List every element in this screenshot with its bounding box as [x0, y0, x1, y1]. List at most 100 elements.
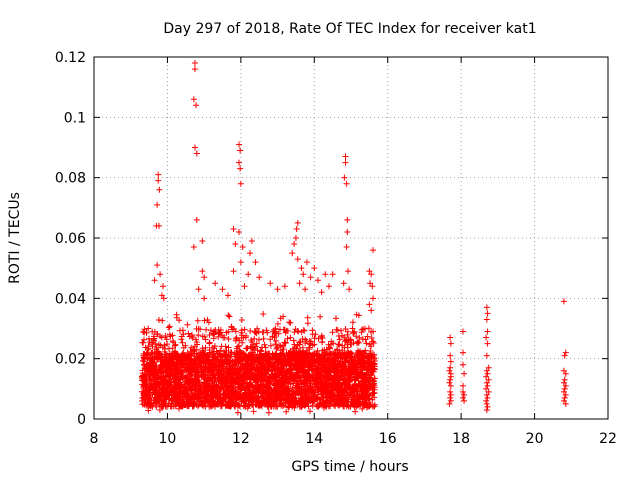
data-point	[560, 379, 567, 386]
data-point	[292, 235, 299, 241]
data-points	[138, 60, 569, 416]
data-point	[368, 271, 375, 278]
data-point	[459, 394, 466, 401]
data-point	[484, 382, 491, 389]
data-point	[560, 397, 567, 404]
data-point	[322, 271, 329, 278]
data-point	[190, 96, 197, 103]
data-point	[485, 364, 492, 371]
data-point	[483, 379, 490, 386]
data-point	[446, 379, 453, 386]
data-point	[267, 280, 274, 287]
data-point	[447, 358, 454, 365]
data-point	[483, 352, 490, 359]
data-point	[237, 180, 244, 187]
data-point	[484, 394, 491, 401]
x-tick-label: 8	[90, 431, 99, 447]
data-point	[195, 286, 202, 293]
data-point	[293, 225, 300, 232]
data-point	[369, 283, 376, 290]
data-point	[562, 382, 569, 389]
grid-lines	[94, 57, 608, 419]
data-point	[485, 376, 492, 383]
data-point	[483, 397, 490, 404]
data-point	[158, 292, 165, 299]
data-point	[446, 367, 453, 374]
data-point	[459, 361, 466, 368]
axis-ticks: 8 10 12 14 16 18 20 22 0 0.02 0.04 0.06 0.08 0.1 0.12	[55, 50, 617, 447]
data-point	[236, 159, 243, 166]
data-point	[296, 280, 303, 287]
data-point	[447, 388, 454, 395]
data-point	[561, 385, 568, 392]
data-point	[562, 370, 569, 377]
data-point	[342, 159, 349, 166]
chart-title: Day 297 of 2018, Rate Of TEC Index for r…	[163, 21, 536, 37]
data-point	[156, 186, 163, 193]
y-tick-label: 0.06	[55, 231, 86, 247]
data-point	[484, 310, 491, 317]
x-tick-label: 18	[452, 431, 470, 447]
data-point	[562, 391, 569, 398]
y-tick-label: 0.1	[64, 110, 86, 126]
data-point	[190, 244, 197, 251]
data-point	[225, 292, 232, 299]
data-point	[485, 388, 492, 395]
data-point	[289, 250, 296, 257]
data-point	[461, 370, 468, 377]
data-point	[291, 241, 298, 248]
data-point	[446, 400, 453, 407]
data-point	[560, 388, 567, 395]
data-point	[562, 400, 569, 407]
data-point	[199, 238, 206, 245]
data-point	[484, 328, 491, 335]
data-point	[344, 228, 351, 235]
dense-points	[138, 311, 378, 416]
data-point	[298, 265, 305, 272]
data-point	[447, 352, 454, 359]
data-point	[154, 262, 161, 269]
x-tick-label: 16	[379, 431, 397, 447]
data-point	[193, 150, 200, 157]
data-point	[329, 271, 336, 278]
data-point	[311, 265, 318, 272]
data-point	[447, 391, 454, 398]
data-point	[370, 295, 377, 302]
data-point	[325, 283, 332, 290]
data-point	[252, 259, 259, 266]
data-point	[484, 340, 491, 347]
data-point	[483, 400, 490, 407]
data-point	[256, 274, 263, 281]
data-point	[239, 244, 246, 251]
data-point	[447, 364, 454, 371]
data-point	[247, 250, 254, 257]
data-point	[483, 304, 490, 311]
data-point	[459, 349, 466, 356]
data-point	[232, 241, 239, 248]
y-tick-label: 0.04	[55, 291, 86, 307]
data-point	[461, 391, 468, 398]
data-point	[236, 228, 243, 235]
data-point	[307, 274, 314, 281]
data-point	[201, 274, 208, 281]
data-point	[155, 177, 162, 184]
data-point	[483, 316, 490, 323]
data-point	[484, 403, 491, 410]
data-point	[483, 334, 490, 341]
data-point	[191, 66, 198, 73]
data-point	[461, 397, 468, 404]
data-point	[366, 301, 373, 308]
data-point	[193, 102, 200, 109]
data-point	[237, 259, 244, 266]
data-point	[303, 259, 310, 266]
y-tick-label: 0.02	[55, 352, 86, 368]
data-point	[561, 394, 568, 401]
y-tick-label: 0.12	[55, 50, 86, 66]
data-point	[230, 225, 237, 232]
data-point	[318, 289, 325, 296]
data-point	[346, 286, 353, 293]
data-point	[191, 144, 198, 151]
data-point	[447, 373, 454, 380]
data-point	[294, 256, 301, 263]
